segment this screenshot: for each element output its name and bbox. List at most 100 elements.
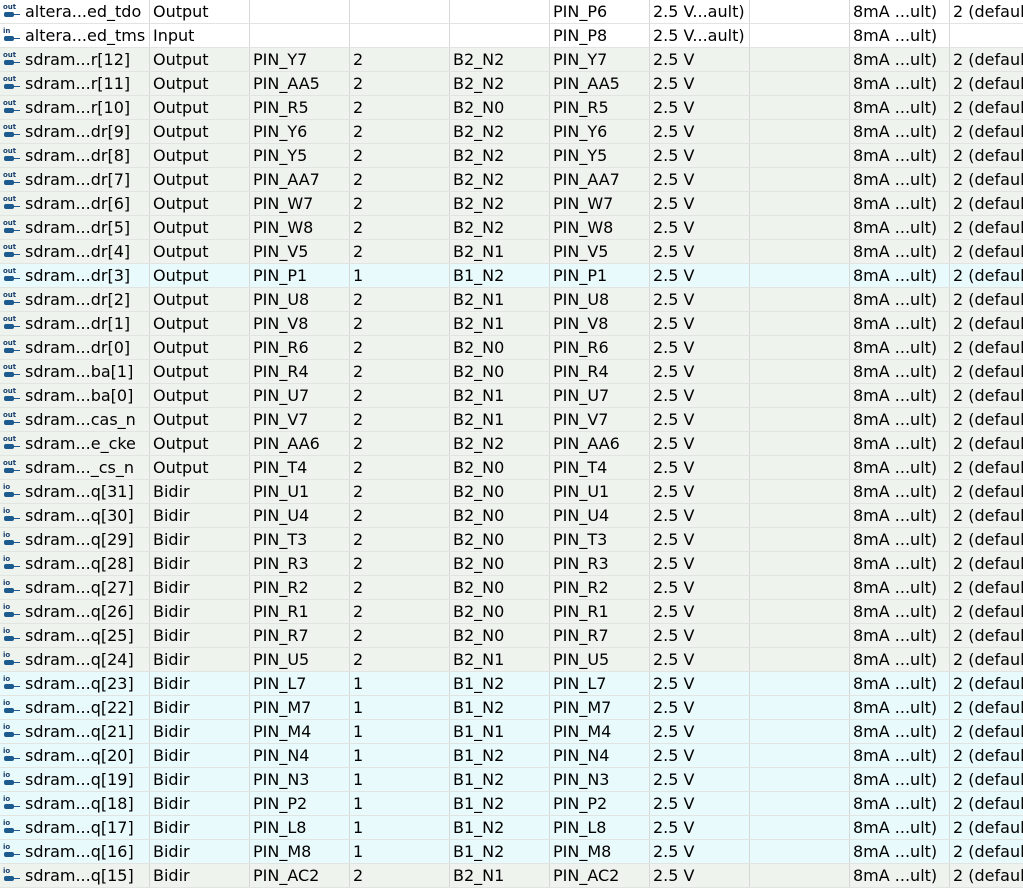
slew-rate-cell[interactable]: 2 (defaul [953, 506, 1023, 525]
vref-group-cell[interactable]: B2_N2 [450, 48, 550, 71]
reserved-cell[interactable] [750, 480, 850, 503]
current-strength-cell[interactable]: 8mA ...ult) [850, 792, 950, 815]
table-row[interactable]: io sdram...q[31] Bidir PIN_U1 2 B2_N0 PIN_U1 2.… [0, 480, 1023, 504]
io-bank-cell[interactable]: 2 [350, 480, 450, 503]
fitter-location-cell[interactable]: PIN_V5 [550, 240, 650, 263]
location-cell[interactable]: PIN_AA5 [250, 72, 350, 95]
io-standard-cell[interactable]: 2.5 V [650, 648, 750, 671]
node-name-cell[interactable]: out sdram...dr[1] [0, 312, 150, 335]
io-standard-cell[interactable]: 2.5 V [650, 432, 750, 455]
current-strength-cell[interactable]: 8mA ...ult) [850, 504, 950, 527]
table-row[interactable]: in altera...ed_tms Input PIN_P8 2.5 V...ault… [0, 24, 1023, 48]
fitter-location-cell[interactable]: PIN_Y5 [550, 144, 650, 167]
current-strength-cell[interactable]: 8mA ...ult) [850, 864, 950, 887]
table-row[interactable]: io sdram...q[25] Bidir PIN_R7 2 B2_N0 PIN_R7 2.… [0, 624, 1023, 648]
table-row[interactable]: out sdram...dr[5] Output PIN_W8 2 B2_N2 PIN_W8… [0, 216, 1023, 240]
io-bank-cell[interactable]: 2 [350, 192, 450, 215]
reserved-cell[interactable] [750, 72, 850, 95]
io-standard-cell[interactable]: 2.5 V...ault) [650, 0, 750, 23]
fitter-location-cell[interactable]: PIN_R2 [550, 576, 650, 599]
slew-rate-cell[interactable]: 2 (defaul [953, 482, 1023, 501]
node-name-cell[interactable]: out sdram...e_cke [0, 432, 150, 455]
node-name-cell[interactable]: io sdram...q[19] [0, 768, 150, 791]
vref-group-cell[interactable]: B2_N0 [450, 504, 550, 527]
location-cell[interactable]: PIN_N4 [250, 744, 350, 767]
io-standard-cell[interactable]: 2.5 V [650, 288, 750, 311]
io-standard-cell[interactable]: 2.5 V [650, 168, 750, 191]
current-strength-cell[interactable]: 8mA ...ult) [850, 312, 950, 335]
table-row[interactable]: out sdram...cas_n Output PIN_V7 2 B2_N1 PIN_V7… [0, 408, 1023, 432]
location-cell[interactable]: PIN_Y6 [250, 120, 350, 143]
table-row[interactable]: out sdram...ba[0] Output PIN_U7 2 B2_N1 PIN_U7… [0, 384, 1023, 408]
fitter-location-cell[interactable]: PIN_N4 [550, 744, 650, 767]
current-strength-cell[interactable]: 8mA ...ult) [850, 168, 950, 191]
fitter-location-cell[interactable]: PIN_AA7 [550, 168, 650, 191]
io-bank-cell[interactable]: 2 [350, 864, 450, 887]
fitter-location-cell[interactable]: PIN_W7 [550, 192, 650, 215]
io-bank-cell[interactable]: 1 [350, 672, 450, 695]
fitter-location-cell[interactable]: PIN_M7 [550, 696, 650, 719]
fitter-location-cell[interactable]: PIN_U1 [550, 480, 650, 503]
vref-group-cell[interactable]: B1_N2 [450, 792, 550, 815]
location-cell[interactable]: PIN_AC2 [250, 864, 350, 887]
io-standard-cell[interactable]: 2.5 V [650, 72, 750, 95]
current-strength-cell[interactable]: 8mA ...ult) [850, 48, 950, 71]
current-strength-cell[interactable]: 8mA ...ult) [850, 816, 950, 839]
vref-group-cell[interactable]: B2_N0 [450, 576, 550, 599]
current-strength-cell[interactable]: 8mA ...ult) [850, 672, 950, 695]
reserved-cell[interactable] [750, 168, 850, 191]
slew-rate-cell[interactable]: 2 (defaul [953, 386, 1023, 405]
vref-group-cell[interactable]: B2_N1 [450, 240, 550, 263]
vref-group-cell[interactable]: B2_N1 [450, 288, 550, 311]
node-name-cell[interactable]: out sdram...r[10] [0, 96, 150, 119]
vref-group-cell[interactable]: B2_N0 [450, 552, 550, 575]
direction-cell[interactable]: Bidir [150, 720, 250, 743]
reserved-cell[interactable] [750, 384, 850, 407]
vref-group-cell[interactable]: B2_N2 [450, 216, 550, 239]
direction-cell[interactable]: Output [150, 120, 250, 143]
direction-cell[interactable]: Output [150, 288, 250, 311]
direction-cell[interactable]: Output [150, 336, 250, 359]
slew-rate-cell[interactable]: 2 (defaul [953, 2, 1023, 21]
io-bank-cell[interactable]: 2 [350, 576, 450, 599]
current-strength-cell[interactable]: 8mA ...ult) [850, 744, 950, 767]
io-standard-cell[interactable]: 2.5 V [650, 240, 750, 263]
table-row[interactable]: io sdram...q[17] Bidir PIN_L8 1 B1_N2 PIN_L8 2.… [0, 816, 1023, 840]
io-standard-cell[interactable]: 2.5 V [650, 480, 750, 503]
table-row[interactable]: io sdram...q[22] Bidir PIN_M7 1 B1_N2 PIN_M7 2.… [0, 696, 1023, 720]
io-bank-cell[interactable]: 2 [350, 48, 450, 71]
node-name-cell[interactable]: io sdram...q[26] [0, 600, 150, 623]
reserved-cell[interactable] [750, 528, 850, 551]
direction-cell[interactable]: Bidir [150, 768, 250, 791]
node-name-cell[interactable]: out sdram...ba[0] [0, 384, 150, 407]
io-standard-cell[interactable]: 2.5 V [650, 816, 750, 839]
current-strength-cell[interactable]: 8mA ...ult) [850, 144, 950, 167]
io-bank-cell[interactable]: 2 [350, 552, 450, 575]
table-row[interactable]: io sdram...q[15] Bidir PIN_AC2 2 B2_N1 PIN_AC2… [0, 864, 1023, 888]
fitter-location-cell[interactable]: PIN_R3 [550, 552, 650, 575]
slew-rate-cell[interactable]: 2 (defaul [953, 458, 1023, 477]
location-cell[interactable]: PIN_R6 [250, 336, 350, 359]
node-name-cell[interactable]: io sdram...q[18] [0, 792, 150, 815]
io-standard-cell[interactable]: 2.5 V [650, 528, 750, 551]
vref-group-cell[interactable]: B2_N1 [450, 312, 550, 335]
location-cell[interactable]: PIN_M4 [250, 720, 350, 743]
current-strength-cell[interactable]: 8mA ...ult) [850, 624, 950, 647]
node-name-cell[interactable]: out sdram...dr[0] [0, 336, 150, 359]
io-standard-cell[interactable]: 2.5 V [650, 744, 750, 767]
table-row[interactable]: io sdram...q[26] Bidir PIN_R1 2 B2_N0 PIN_R1 2.… [0, 600, 1023, 624]
fitter-location-cell[interactable]: PIN_T4 [550, 456, 650, 479]
reserved-cell[interactable] [750, 432, 850, 455]
io-bank-cell[interactable]: 2 [350, 312, 450, 335]
direction-cell[interactable]: Bidir [150, 528, 250, 551]
direction-cell[interactable]: Bidir [150, 816, 250, 839]
fitter-location-cell[interactable]: PIN_R7 [550, 624, 650, 647]
io-standard-cell[interactable]: 2.5 V [650, 192, 750, 215]
slew-rate-cell[interactable]: 2 (defaul [953, 650, 1023, 669]
direction-cell[interactable]: Output [150, 264, 250, 287]
node-name-cell[interactable]: io sdram...q[24] [0, 648, 150, 671]
direction-cell[interactable]: Bidir [150, 576, 250, 599]
node-name-cell[interactable]: io sdram...q[30] [0, 504, 150, 527]
location-cell[interactable] [250, 24, 350, 47]
location-cell[interactable]: PIN_U1 [250, 480, 350, 503]
